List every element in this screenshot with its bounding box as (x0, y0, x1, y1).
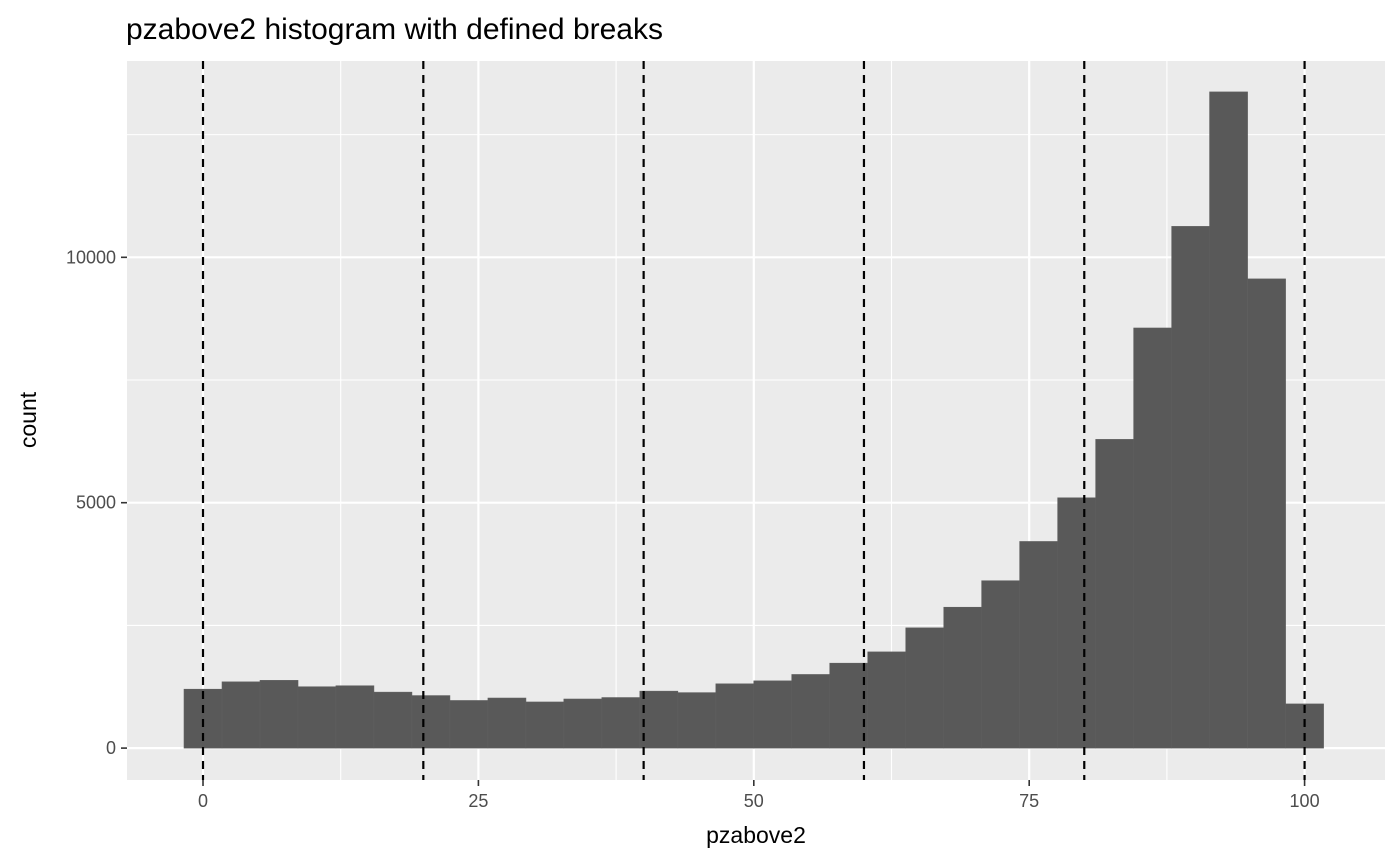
x-axis: 0 25 50 75 100 (198, 780, 1320, 811)
x-axis-title: pzabove2 (706, 822, 806, 848)
histogram-bar (601, 697, 641, 749)
histogram-bar (563, 698, 603, 749)
histogram-bar (1133, 327, 1172, 749)
y-tick-label: 10000 (66, 247, 116, 267)
histogram-bar (335, 685, 375, 749)
histogram-bar (829, 662, 869, 749)
y-tick-label: 0 (106, 738, 116, 758)
histogram-bar (943, 606, 983, 749)
histogram-bar (297, 686, 337, 749)
y-axis: 0 5000 10000 (66, 247, 127, 758)
histogram-bar (1171, 226, 1210, 749)
x-tick-label: 25 (468, 791, 488, 811)
y-tick-label: 5000 (76, 493, 116, 513)
x-tick-label: 100 (1290, 791, 1320, 811)
histogram-bar (715, 683, 755, 749)
histogram-bars (183, 91, 1324, 749)
histogram-bar (1057, 497, 1096, 749)
histogram-bar (867, 651, 907, 749)
histogram-bar (487, 697, 527, 749)
histogram-bar (1209, 91, 1248, 749)
histogram-bar (1095, 439, 1134, 749)
x-tick-label: 0 (198, 791, 208, 811)
x-tick-label: 50 (744, 791, 764, 811)
x-tick-label: 75 (1019, 791, 1039, 811)
break-lines (201, 61, 1306, 780)
histogram-bar (449, 700, 489, 749)
histogram-bar (411, 695, 451, 749)
histogram-bar (791, 674, 831, 749)
histogram-bar (221, 681, 261, 749)
histogram-bar (373, 691, 413, 749)
histogram-bar (525, 701, 565, 749)
y-axis-title: count (15, 391, 41, 448)
chart-title: pzabove2 histogram with defined breaks (126, 13, 663, 46)
histogram-bar (1019, 541, 1058, 749)
histogram-bar (639, 690, 679, 749)
histogram-bar (905, 627, 945, 749)
histogram-bar (259, 680, 299, 749)
histogram-bar (981, 580, 1020, 749)
histogram-bar (753, 680, 793, 749)
histogram-bar (1247, 278, 1286, 749)
histogram-bar (677, 692, 717, 749)
